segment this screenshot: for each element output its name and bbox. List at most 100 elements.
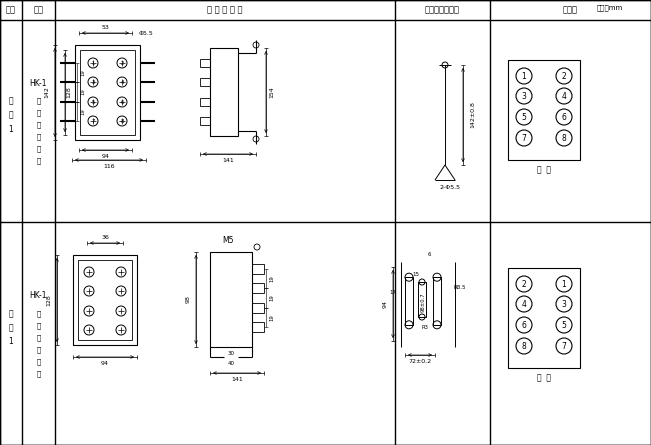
Text: 3: 3 bbox=[562, 299, 566, 308]
Bar bbox=[73, 255, 137, 345]
Text: HK-1: HK-1 bbox=[30, 78, 48, 88]
Text: 2: 2 bbox=[562, 72, 566, 81]
Bar bbox=[80, 50, 135, 135]
Text: 128: 128 bbox=[46, 294, 51, 306]
Text: R3: R3 bbox=[422, 324, 428, 329]
Text: 1: 1 bbox=[8, 337, 14, 346]
Bar bbox=[508, 268, 580, 368]
Text: 141: 141 bbox=[222, 158, 234, 162]
Text: 72±0.2: 72±0.2 bbox=[408, 359, 432, 364]
Bar bbox=[75, 45, 140, 140]
Text: 图号: 图号 bbox=[6, 5, 16, 15]
Text: 141: 141 bbox=[231, 376, 243, 381]
Bar bbox=[200, 59, 210, 67]
Bar bbox=[508, 60, 580, 160]
Text: 6: 6 bbox=[427, 251, 431, 256]
Text: 外 形 尺 寸 图: 外 形 尺 寸 图 bbox=[207, 5, 243, 15]
Text: 1: 1 bbox=[562, 279, 566, 288]
Text: 6: 6 bbox=[562, 113, 566, 121]
Bar bbox=[78, 260, 132, 340]
Text: 图: 图 bbox=[8, 110, 13, 120]
Text: 8: 8 bbox=[120, 118, 124, 124]
Text: 2-Φ5.5: 2-Φ5.5 bbox=[439, 185, 460, 190]
Text: 安装开孔尺寸图: 安装开孔尺寸图 bbox=[425, 5, 460, 15]
Bar bbox=[405, 277, 413, 325]
Text: M5: M5 bbox=[222, 235, 234, 244]
Text: 19: 19 bbox=[270, 314, 275, 321]
Text: 3: 3 bbox=[521, 92, 527, 101]
Text: 结构: 结构 bbox=[33, 5, 44, 15]
Text: 94: 94 bbox=[102, 154, 109, 158]
Text: 式: 式 bbox=[36, 121, 40, 128]
Bar bbox=[210, 48, 238, 136]
Text: 凸: 凸 bbox=[36, 98, 40, 104]
Text: 4: 4 bbox=[562, 92, 566, 101]
Text: 前  视: 前 视 bbox=[537, 166, 551, 174]
Text: 5: 5 bbox=[562, 320, 566, 329]
Text: 4: 4 bbox=[521, 299, 527, 308]
Bar bbox=[200, 78, 210, 86]
Bar bbox=[210, 252, 252, 347]
Bar bbox=[433, 277, 441, 325]
Text: 7: 7 bbox=[521, 134, 527, 142]
Bar bbox=[200, 98, 210, 106]
Text: 94: 94 bbox=[101, 360, 109, 365]
Bar bbox=[252, 322, 264, 332]
Text: 1: 1 bbox=[91, 61, 94, 65]
Bar bbox=[252, 264, 264, 274]
Text: 8: 8 bbox=[562, 134, 566, 142]
Text: 8: 8 bbox=[521, 341, 527, 351]
Text: 背  视: 背 视 bbox=[537, 373, 551, 383]
Text: 5: 5 bbox=[521, 113, 527, 121]
Bar bbox=[252, 283, 264, 293]
Text: 线: 线 bbox=[36, 158, 40, 164]
Text: 后: 后 bbox=[36, 346, 40, 353]
Text: 4: 4 bbox=[120, 80, 124, 85]
Text: 接: 接 bbox=[36, 146, 40, 152]
Text: 5: 5 bbox=[91, 100, 94, 105]
Text: 19: 19 bbox=[81, 108, 85, 115]
Text: 前: 前 bbox=[36, 134, 40, 140]
Text: 1: 1 bbox=[521, 72, 527, 81]
Text: 15: 15 bbox=[413, 271, 419, 276]
Text: 单位：mm: 单位：mm bbox=[597, 5, 623, 11]
Text: 98: 98 bbox=[186, 295, 191, 303]
Text: 1: 1 bbox=[8, 125, 14, 134]
Text: 7: 7 bbox=[91, 118, 94, 124]
Text: 凸: 凸 bbox=[36, 310, 40, 317]
Bar bbox=[252, 303, 264, 313]
Text: 98±0.7: 98±0.7 bbox=[421, 292, 426, 312]
Text: 出: 出 bbox=[36, 322, 40, 329]
Text: 40: 40 bbox=[227, 360, 234, 365]
Text: Φ5.5: Φ5.5 bbox=[139, 31, 154, 36]
Text: 94: 94 bbox=[383, 300, 387, 308]
Text: 图: 图 bbox=[8, 323, 13, 332]
Text: 2: 2 bbox=[521, 279, 527, 288]
Text: 19: 19 bbox=[270, 275, 275, 282]
Text: 附: 附 bbox=[8, 97, 13, 105]
Bar bbox=[200, 117, 210, 125]
Text: 142: 142 bbox=[44, 87, 49, 98]
Text: 142±0.8: 142±0.8 bbox=[471, 101, 475, 129]
Bar bbox=[418, 282, 426, 317]
Text: 154: 154 bbox=[270, 86, 275, 98]
Text: 接: 接 bbox=[36, 358, 40, 365]
Text: 2: 2 bbox=[120, 61, 124, 65]
Text: 附: 附 bbox=[8, 309, 13, 318]
Text: 出: 出 bbox=[36, 110, 40, 116]
Text: 30: 30 bbox=[227, 351, 234, 356]
Text: 6: 6 bbox=[120, 100, 124, 105]
Text: 19: 19 bbox=[270, 295, 275, 301]
Text: 式: 式 bbox=[36, 334, 40, 341]
Text: 19: 19 bbox=[81, 89, 85, 95]
Text: HK-1: HK-1 bbox=[30, 291, 48, 300]
Text: 128: 128 bbox=[66, 87, 72, 98]
Text: 7: 7 bbox=[562, 341, 566, 351]
Text: 线: 线 bbox=[36, 370, 40, 377]
Text: 6: 6 bbox=[521, 320, 527, 329]
Text: 17: 17 bbox=[389, 290, 396, 295]
Text: 3: 3 bbox=[91, 80, 94, 85]
Text: 116: 116 bbox=[104, 163, 115, 169]
Text: 53: 53 bbox=[102, 24, 109, 29]
Text: 36: 36 bbox=[101, 235, 109, 239]
